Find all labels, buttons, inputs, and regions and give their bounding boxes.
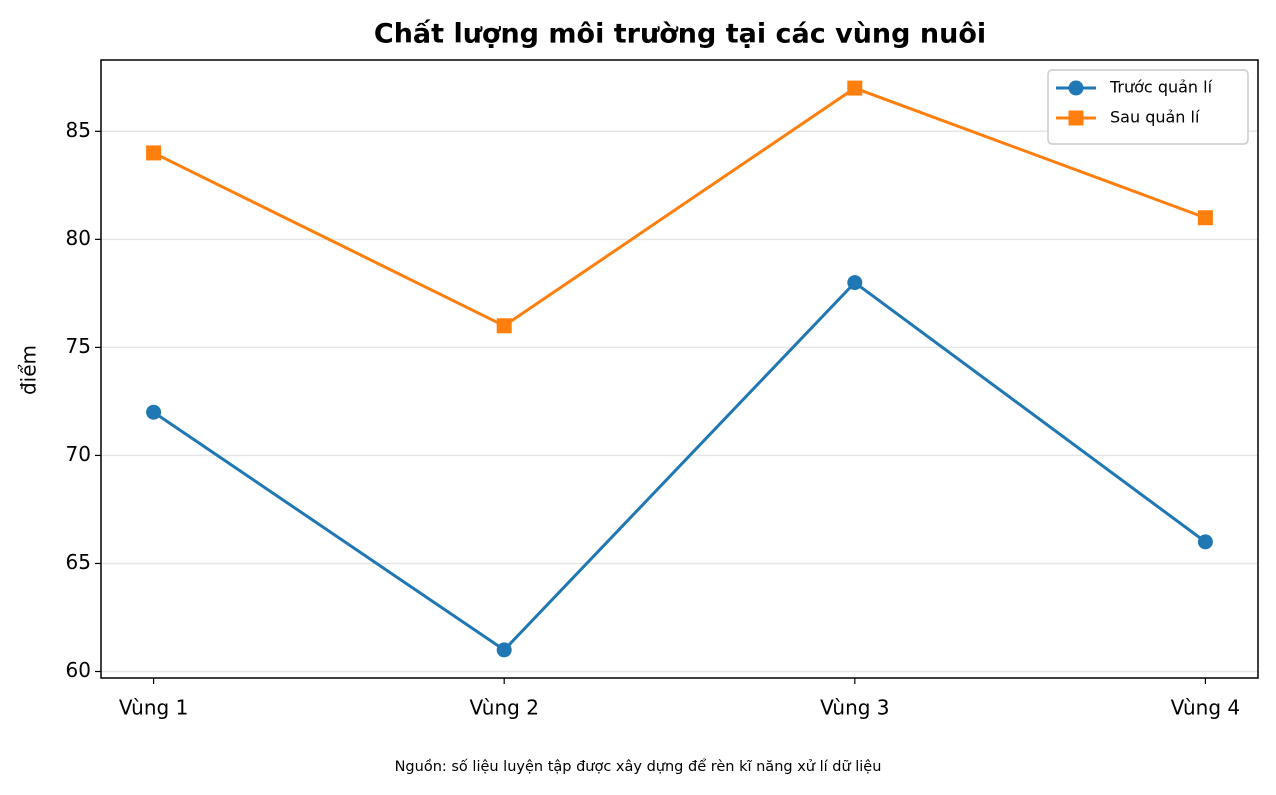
legend: Trước quản lí Sau quản lí	[1047, 69, 1249, 145]
legend-label: Sau quản lí	[1110, 108, 1200, 127]
y-tick-label: 85	[66, 118, 91, 142]
data-point	[146, 404, 162, 420]
y-tick-label: 65	[66, 550, 91, 574]
data-point	[847, 275, 863, 291]
series-line	[152, 280, 1207, 652]
data-point	[1197, 210, 1213, 226]
data-point	[847, 80, 863, 96]
data-point	[146, 145, 162, 161]
y-tick-label: 60	[66, 658, 91, 682]
legend-box	[1047, 69, 1249, 145]
legend-marker	[1068, 80, 1084, 96]
source-note: Nguồn: số liệu luyện tập được xây dựng đ…	[395, 758, 882, 775]
y-tick-label: 80	[66, 226, 91, 250]
x-tick-label: Vùng 4	[1171, 696, 1240, 720]
data-point	[496, 642, 512, 658]
x-tick-label: Vùng 1	[119, 696, 188, 720]
data-point	[1197, 534, 1213, 550]
legend-marker	[1068, 110, 1084, 126]
series-line	[152, 86, 1206, 328]
y-tick-label: 70	[66, 442, 91, 466]
legend-label: Trước quản lí	[1109, 78, 1213, 97]
y-axis-label: điểm	[17, 345, 41, 395]
chart-title: Chất lượng môi trường tại các vùng nuôi	[374, 19, 986, 50]
x-tick-label: Vùng 2	[469, 696, 538, 720]
y-tick-label: 75	[66, 334, 91, 358]
data-point	[496, 318, 512, 334]
x-tick-label: Vùng 3	[820, 696, 889, 720]
plot-frame	[100, 59, 1259, 679]
